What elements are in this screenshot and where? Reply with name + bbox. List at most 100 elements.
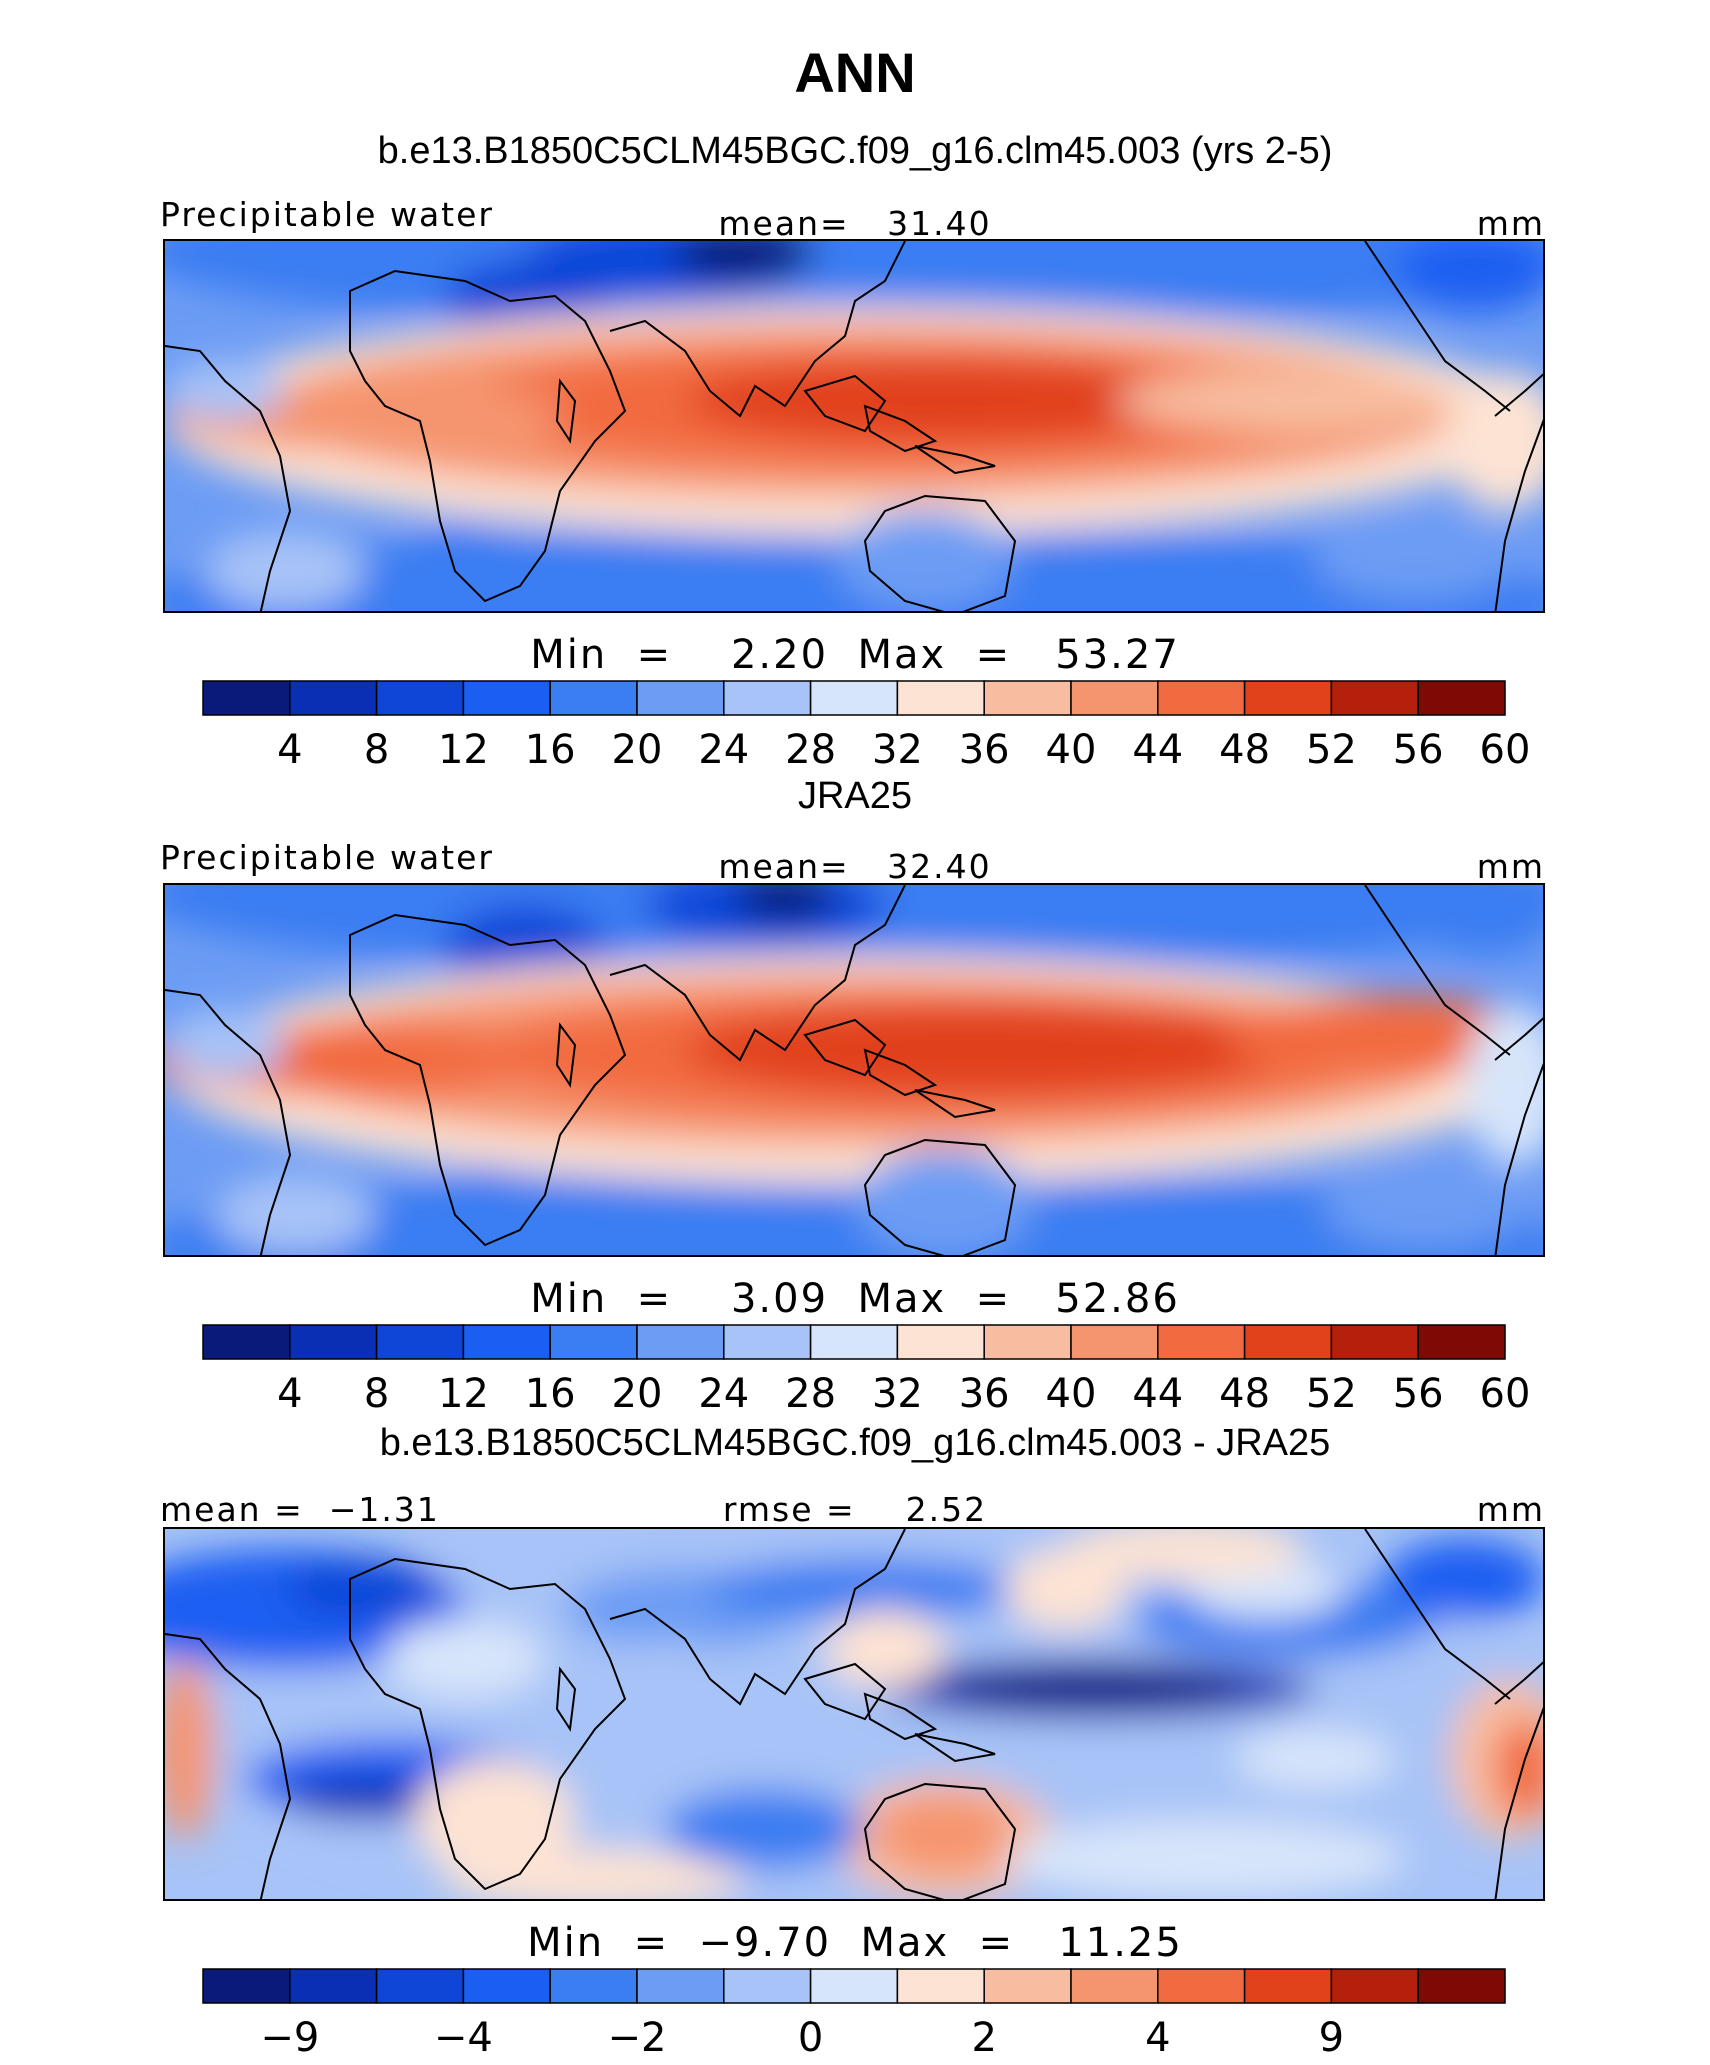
panel-3-units-label: mm — [1476, 1490, 1545, 1529]
panel-2-variable-label: Precipitable water — [160, 838, 494, 877]
coastline — [555, 378, 577, 444]
coastline — [165, 989, 292, 1255]
contour-region — [165, 1659, 215, 1839]
contour-region — [285, 1559, 445, 1619]
coastline — [1494, 1017, 1543, 1061]
contour-region — [1445, 371, 1543, 511]
coastline — [803, 1018, 887, 1077]
colorbar-swatch — [896, 680, 985, 716]
colorbar-tick-label: 12 — [438, 1371, 489, 1417]
contour-region — [445, 1849, 745, 1899]
contour-region — [835, 511, 1015, 611]
coastline — [914, 445, 996, 475]
colorbar-tick-label: 12 — [438, 727, 489, 773]
colorbar-swatch — [1417, 680, 1506, 716]
coastline — [914, 1733, 996, 1763]
coastline — [1364, 241, 1511, 412]
colorbar-tick-label: 28 — [785, 727, 836, 773]
contour-region — [735, 885, 835, 920]
colorbar-swatch — [1243, 1324, 1333, 1360]
colorbar-swatch — [809, 1968, 899, 2004]
colorbar-tick-label: −4 — [434, 2015, 493, 2061]
colorbar-tick-label: 9 — [1319, 2015, 1344, 2061]
colorbar-swatch — [1243, 680, 1333, 716]
contour-region — [1315, 521, 1515, 601]
colorbar-tick-label: 52 — [1306, 1371, 1357, 1417]
colorbar-swatch — [289, 1324, 378, 1360]
coastline — [609, 1529, 906, 1706]
colorbar-swatch — [289, 680, 378, 716]
colorbar-tick-label: 60 — [1480, 1371, 1531, 1417]
coastline — [803, 374, 887, 433]
colorbar-tick-label: −9 — [260, 2015, 319, 2061]
colorbar-tick-label: 40 — [1046, 1371, 1097, 1417]
contour-region — [585, 1639, 745, 1739]
colorbar-tick-label: 28 — [785, 1371, 836, 1417]
colorbar-tick-label: 4 — [277, 727, 302, 773]
colorbar-swatch — [549, 1324, 638, 1360]
contour-region — [855, 1150, 1035, 1255]
coastline — [1494, 1707, 1543, 1899]
colorbar-swatch — [289, 1968, 378, 2004]
coastline — [914, 1089, 996, 1119]
map-svg — [165, 241, 1543, 611]
colorbar-swatch — [462, 1324, 551, 1360]
coastline — [609, 241, 906, 418]
panel-2-title: JRA25 — [797, 775, 913, 817]
colorbar-tick-label: 36 — [959, 1371, 1010, 1417]
colorbar-swatch — [1070, 680, 1159, 716]
figure-title: ANN — [794, 41, 916, 104]
colorbar-swatch — [375, 1968, 465, 2004]
colorbar-swatch — [896, 1324, 985, 1360]
colorbar-swatch — [1330, 1324, 1419, 1360]
colorbar-swatch — [983, 1968, 1072, 2004]
coastline — [863, 1138, 1017, 1255]
contour-region — [405, 521, 525, 601]
colorbar-swatch — [1157, 680, 1246, 716]
coastline — [555, 1022, 577, 1088]
colorbar-swatch — [983, 1324, 1072, 1360]
colorbar-svg: 4 8 12 16 20 24 28 32 36 40 44 48 52 56 60 — [202, 1324, 1530, 1417]
colorbar-tick-label: 20 — [612, 727, 663, 773]
colorbar-tick-label: 16 — [525, 1371, 576, 1417]
panel-3-rmse-label: rmse = 2.52 — [722, 1490, 988, 1529]
coastline — [1494, 1661, 1543, 1705]
coastline — [863, 1782, 1017, 1899]
contour-region — [685, 1005, 1285, 1095]
contour-region — [1235, 1729, 1395, 1789]
colorbar-swatch — [1157, 1324, 1246, 1360]
colorbar-swatch — [462, 680, 551, 716]
contour-region — [165, 361, 285, 421]
panel-2-min-max: Min = 3.09 Max = 52.86 — [530, 1276, 1180, 1322]
contour-region — [1395, 241, 1543, 311]
panel-2-units-label: mm — [1476, 847, 1545, 886]
colorbar-tick-label: 40 — [1046, 727, 1097, 773]
contour-region — [215, 1175, 375, 1255]
contour-region — [425, 1165, 545, 1245]
panel-3-title: b.e13.B1850C5CLM45BGC.f09_g16.clm45.003 … — [379, 1422, 1331, 1464]
coastline — [1364, 885, 1511, 1056]
coastline — [1364, 1529, 1511, 1700]
colorbar-svg: 4 8 12 16 20 24 28 32 36 40 44 48 52 56 60 — [202, 680, 1530, 773]
colorbar-tick-label: 20 — [612, 1371, 663, 1417]
colorbar-swatch — [1070, 1968, 1159, 2004]
colorbar-swatch — [636, 1324, 725, 1360]
contour-region — [945, 1671, 1245, 1707]
coastline — [165, 345, 292, 611]
colorbar-tick-label: 44 — [1132, 727, 1183, 773]
colorbar-swatch — [375, 680, 465, 716]
colorbar-tick-label: 4 — [1145, 2015, 1170, 2061]
map-svg — [165, 885, 1543, 1255]
contour-region — [685, 361, 1205, 441]
colorbar-swatch — [896, 1968, 985, 2004]
panel-1-min-max: Min = 2.20 Max = 53.27 — [530, 632, 1180, 678]
contour-region — [1005, 1819, 1405, 1899]
coastline — [1494, 1063, 1543, 1255]
coastline — [803, 1662, 887, 1721]
colorbar-swatch — [1330, 1968, 1419, 2004]
colorbar-tick-label: 32 — [872, 727, 923, 773]
colorbar-swatch — [202, 1324, 291, 1360]
coastline — [349, 269, 627, 603]
panel-2-mean-label: mean= 32.40 — [718, 847, 992, 886]
contour-region — [1005, 1549, 1125, 1629]
